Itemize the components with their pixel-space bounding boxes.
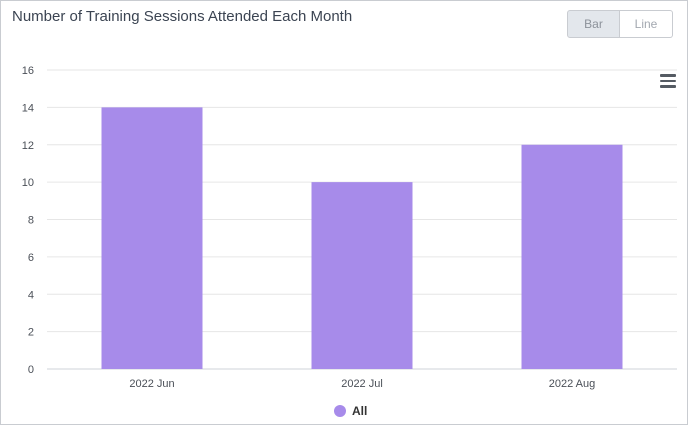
x-tick-label: 2022 Aug — [549, 378, 596, 390]
y-tick-label: 0 — [28, 364, 34, 376]
y-tick-label: 4 — [28, 289, 34, 301]
y-tick-label: 16 — [22, 65, 34, 77]
bar[interactable] — [311, 182, 413, 369]
bar[interactable] — [521, 144, 623, 369]
chart-title: Number of Training Sessions Attended Eac… — [12, 8, 353, 25]
y-tick-label: 10 — [22, 177, 34, 189]
x-tick-label: 2022 Jun — [129, 378, 174, 390]
y-tick-label: 12 — [22, 140, 34, 152]
legend-marker — [334, 405, 346, 417]
menu-line — [660, 79, 676, 82]
y-tick-label: 14 — [22, 102, 34, 114]
hamburger-menu-icon[interactable] — [660, 74, 676, 88]
bar-view-button[interactable]: Bar — [567, 10, 620, 38]
menu-line — [660, 74, 676, 77]
menu-line — [660, 85, 676, 88]
bar[interactable] — [101, 107, 203, 369]
legend-item-all[interactable]: All — [334, 404, 367, 418]
y-tick-label: 2 — [28, 327, 34, 339]
y-tick-label: 6 — [28, 252, 34, 264]
y-tick-label: 8 — [28, 215, 34, 227]
view-toggle: Bar Line — [567, 10, 673, 38]
legend-label: All — [352, 404, 368, 418]
x-tick-label: 2022 Jul — [341, 378, 383, 390]
line-view-button[interactable]: Line — [620, 10, 673, 38]
